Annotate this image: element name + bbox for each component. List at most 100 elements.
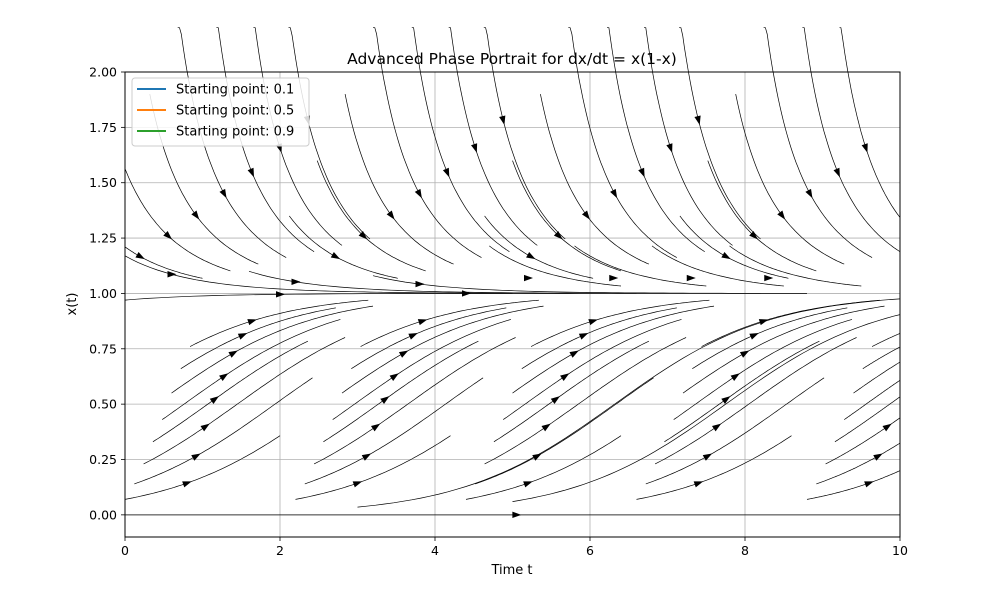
- stream-arrow: [415, 280, 425, 288]
- stream-arrow: [386, 210, 395, 220]
- stream-arrow: [442, 167, 450, 178]
- y-axis-ticks: 0.00 0.25 0.50 0.75 1.00 1.25 1.50 1.75 2.00: [89, 65, 125, 522]
- streamlines: [124, 27, 901, 516]
- stream-arrow: [462, 290, 471, 297]
- streamline: [304, 377, 484, 485]
- stream-arrow: [219, 373, 229, 381]
- stream-arrow: [550, 396, 560, 404]
- stream-arrow: [730, 373, 740, 381]
- streamline: [540, 94, 650, 265]
- streamline: [654, 337, 857, 465]
- stream-arrow: [758, 319, 769, 326]
- stream-arrow: [864, 481, 874, 488]
- streamline: [682, 305, 885, 394]
- y-tick-label: 0.25: [89, 452, 117, 467]
- streamline: [636, 435, 792, 500]
- stream-arrow: [135, 251, 145, 260]
- streamline: [289, 215, 398, 279]
- streamline: [489, 245, 622, 287]
- chart-title: Advanced Phase Portrait for dx/dt = x(1-…: [347, 50, 677, 68]
- streamline: [124, 435, 281, 500]
- streamline: [143, 337, 346, 465]
- streamline: [853, 361, 901, 394]
- streamline: [341, 305, 544, 394]
- stream-arrow: [638, 167, 645, 178]
- stream-arrow: [569, 350, 579, 358]
- y-tick-label: 1.50: [89, 175, 117, 190]
- y-tick-label: 0.75: [89, 341, 117, 356]
- streamline: [152, 340, 309, 443]
- streamline: [645, 377, 825, 485]
- streamline: [568, 27, 677, 258]
- x-tick-label: 6: [586, 543, 594, 558]
- streamline: [692, 307, 848, 369]
- streamline: [679, 27, 761, 240]
- x-axis-ticks: 0 2 4 6 8 10: [121, 537, 908, 558]
- stream-arrow: [609, 274, 619, 282]
- y-axis-label: x(t): [65, 293, 80, 316]
- streamline: [295, 435, 451, 500]
- stream-arrow: [721, 251, 731, 260]
- stream-arrow: [873, 453, 883, 461]
- streamline: [475, 377, 654, 485]
- stream-arrow: [361, 453, 372, 461]
- streamline: [332, 319, 512, 420]
- stream-arrow: [833, 167, 840, 178]
- stream-arrow: [209, 396, 219, 404]
- streamline: [149, 94, 259, 265]
- stream-arrow: [370, 423, 381, 432]
- stream-arrow: [588, 319, 598, 326]
- streamline: [763, 27, 873, 258]
- streamline: [729, 245, 862, 287]
- stream-arrow: [352, 481, 363, 488]
- streamline: [644, 27, 733, 246]
- stream-arrow: [739, 350, 750, 358]
- stream-arrow: [389, 373, 399, 381]
- stream-arrow: [764, 274, 774, 282]
- streamline: [465, 435, 622, 500]
- x-tick-label: 4: [431, 543, 439, 558]
- stream-arrow: [749, 230, 758, 240]
- stream-arrow: [276, 291, 285, 298]
- streamline: [248, 270, 637, 294]
- stream-arrow: [686, 274, 696, 282]
- streamline: [448, 27, 538, 246]
- streamline: [574, 245, 707, 287]
- streamline: [134, 377, 313, 485]
- stream-arrow: [702, 453, 713, 461]
- streamline: [171, 305, 374, 394]
- stream-arrow: [167, 271, 177, 278]
- stream-arrow: [861, 143, 868, 153]
- stream-arrow: [581, 210, 590, 220]
- stream-arrow: [721, 396, 731, 404]
- streamline: [351, 307, 507, 369]
- streamline: [483, 27, 566, 240]
- streamline: [651, 245, 784, 287]
- stream-arrow: [541, 423, 551, 432]
- stream-arrow: [526, 251, 536, 260]
- streamline: [493, 340, 650, 443]
- stream-arrow: [191, 453, 201, 461]
- streamline: [871, 333, 901, 347]
- streamline: [607, 27, 705, 252]
- stream-arrow: [291, 278, 301, 286]
- stream-arrow: [200, 423, 210, 432]
- stream-arrow: [408, 333, 418, 340]
- streamline: [735, 94, 845, 265]
- stream-arrow: [380, 396, 390, 404]
- y-tick-label: 0.50: [89, 397, 117, 412]
- legend-label-2: Starting point: 0.5: [176, 104, 294, 119]
- streamline: [372, 275, 761, 294]
- x-tick-label: 2: [276, 543, 284, 558]
- x-tick-label: 10: [892, 543, 908, 558]
- x-tick-label: 8: [741, 543, 749, 558]
- x-axis-label: Time t: [490, 563, 532, 578]
- stream-arrow: [777, 210, 786, 220]
- streamline: [180, 307, 336, 369]
- y-tick-label: 1.25: [89, 231, 117, 246]
- legend-label-1: Starting point: 0.1: [176, 83, 294, 98]
- stream-arrow: [694, 115, 701, 125]
- stream-arrow: [398, 350, 409, 358]
- stream-arrow: [414, 188, 422, 199]
